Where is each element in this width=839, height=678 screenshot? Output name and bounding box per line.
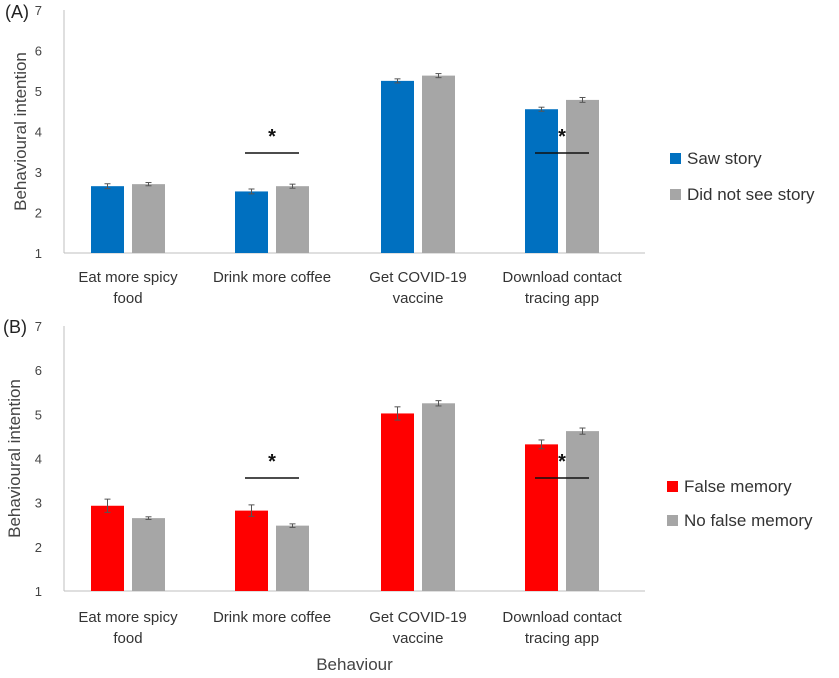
bar — [381, 81, 414, 253]
significance-star: * — [268, 126, 276, 148]
bar — [91, 506, 124, 591]
y-tick-label: 6 — [35, 44, 42, 59]
significance-star: * — [558, 126, 566, 148]
panel-a: 1 2 3 4 5 6 7 Eat more spicy food Drink more coff… — [5, 2, 815, 307]
bar — [91, 186, 124, 253]
legend-label: False memory — [684, 477, 792, 496]
x-axis-label: Behaviour — [316, 655, 393, 674]
y-tick-label: 5 — [35, 407, 42, 422]
category-label: Eat more spicy — [78, 269, 178, 286]
y-tick-label: 3 — [35, 496, 42, 511]
category-label: Get COVID-19 — [369, 269, 467, 286]
category-label: Drink more coffee — [213, 609, 331, 626]
bar — [525, 444, 558, 591]
y-tick-label: 3 — [35, 165, 42, 180]
y-tick-label: 2 — [35, 206, 42, 221]
panel-label: (A) — [5, 2, 29, 22]
category-label: food — [113, 630, 142, 647]
significance-star: * — [558, 451, 566, 473]
y-axis-label: Behavioural intention — [5, 379, 24, 538]
category-label: Drink more coffee — [213, 269, 331, 286]
bar — [525, 109, 558, 253]
y-tick-label: 4 — [35, 452, 42, 467]
category-label: Download contact — [502, 269, 622, 286]
bar — [422, 76, 455, 253]
bar — [422, 403, 455, 591]
y-tick-label: 7 — [35, 3, 42, 18]
category-label: vaccine — [393, 290, 444, 307]
y-tick-label: 2 — [35, 540, 42, 555]
legend-label: Did not see story — [687, 185, 815, 204]
category-label: vaccine — [393, 630, 444, 647]
figure: 1 2 3 4 5 6 7 Eat more spicy food Drink more coff… — [0, 0, 839, 678]
category-label: Eat more spicy — [78, 609, 178, 626]
legend-label: No false memory — [684, 511, 813, 530]
y-tick-label: 1 — [35, 246, 42, 261]
bar — [566, 100, 599, 253]
bar — [235, 511, 268, 591]
legend-swatch — [670, 189, 681, 200]
category-label: Download contact — [502, 609, 622, 626]
bar — [276, 186, 309, 253]
legend-swatch — [667, 515, 678, 526]
bar — [235, 191, 268, 253]
category-label: food — [113, 290, 142, 307]
category-label: tracing app — [525, 630, 599, 647]
category-label: Get COVID-19 — [369, 609, 467, 626]
y-axis-label: Behavioural intention — [11, 52, 30, 211]
panel-b: 1 2 3 4 5 6 7 Eat more spicy food Drink more coff… — [3, 317, 813, 674]
y-tick-label: 5 — [35, 84, 42, 99]
bar — [132, 184, 165, 253]
category-label: tracing app — [525, 290, 599, 307]
legend-swatch — [670, 153, 681, 164]
significance-star: * — [268, 451, 276, 473]
y-tick-label: 6 — [35, 363, 42, 378]
bar — [566, 431, 599, 591]
y-tick-label: 1 — [35, 584, 42, 599]
legend-swatch — [667, 481, 678, 492]
y-tick-label: 4 — [35, 125, 42, 140]
panel-label: (B) — [3, 317, 27, 337]
legend-label: Saw story — [687, 149, 762, 168]
bar — [276, 526, 309, 591]
bar — [132, 518, 165, 591]
y-tick-label: 7 — [35, 319, 42, 334]
bar — [381, 413, 414, 591]
